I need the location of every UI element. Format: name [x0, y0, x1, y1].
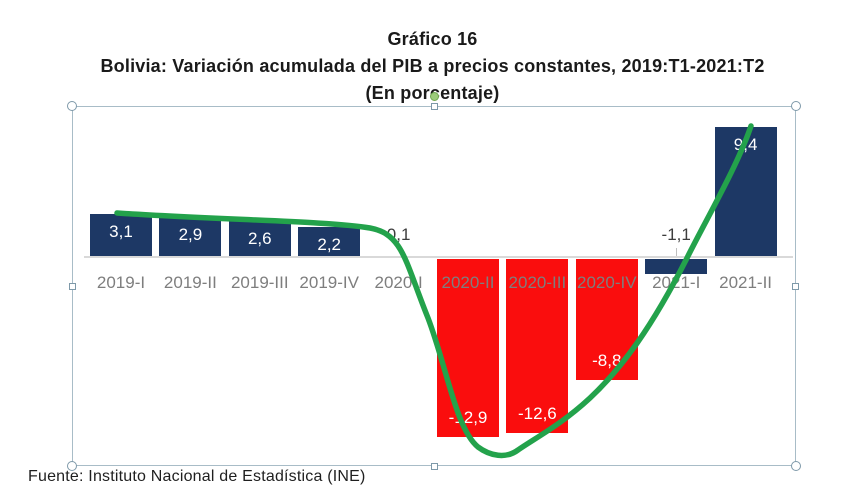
- selection-handle-middle-left[interactable]: [69, 283, 76, 290]
- chart-title-line1: Gráfico 16: [387, 29, 478, 49]
- bar-2021-I[interactable]: [645, 259, 708, 275]
- value-label-2020-IV: -8,8: [592, 351, 622, 371]
- value-label-2019-IV: 2,2: [317, 234, 341, 254]
- value-label-2021-I: -1,1: [661, 225, 691, 244]
- category-label-2021-I: 2021-I: [652, 273, 701, 292]
- value-label-2020-I: 0,1: [386, 225, 411, 244]
- chart-title-line2: Bolivia: Variación acumulada del PIB a p…: [100, 56, 765, 76]
- value-label-2019-III: 2,6: [247, 229, 272, 249]
- chart-title: Gráfico 16 Bolivia: Variación acumulada …: [0, 26, 865, 107]
- value-label-2019-I: 3,1: [109, 222, 133, 242]
- category-label-2020-III: 2020-III: [508, 273, 567, 292]
- category-label-2020-II: 2020-II: [441, 273, 495, 292]
- value-label-2020-II: -12,9: [448, 408, 488, 428]
- value-label-2021-II: 9,4: [733, 135, 758, 155]
- category-label-2021-II: 2021-II: [719, 273, 773, 292]
- value-label-2020-III: -12,6: [518, 403, 557, 423]
- category-label-2019-IV: 2019-IV: [299, 273, 359, 292]
- source-note: Fuente: Instituto Nacional de Estadístic…: [28, 468, 366, 485]
- selection-handle-bottom-right[interactable]: [791, 461, 801, 471]
- category-axis-line: [84, 256, 793, 258]
- selection-handle-top-middle[interactable]: [431, 103, 438, 110]
- selection-handle-top-left[interactable]: [67, 101, 77, 111]
- selection-handle-bottom-middle[interactable]: [431, 463, 438, 470]
- selection-handle-middle-right[interactable]: [792, 283, 799, 290]
- category-label-2019-III: 2019-III: [230, 273, 289, 292]
- selection-handle-top-right[interactable]: [791, 101, 801, 111]
- category-label-2019-I: 2019-I: [96, 273, 146, 292]
- value-label-2019-II: 2,9: [178, 224, 203, 244]
- rotation-handle[interactable]: [430, 92, 439, 101]
- category-label-2019-II: 2019-II: [163, 273, 217, 292]
- category-label-2020-IV: 2020-IV: [577, 273, 637, 292]
- category-label-2020-I: 2020-I: [374, 273, 423, 292]
- selection-handle-bottom-left[interactable]: [67, 461, 77, 471]
